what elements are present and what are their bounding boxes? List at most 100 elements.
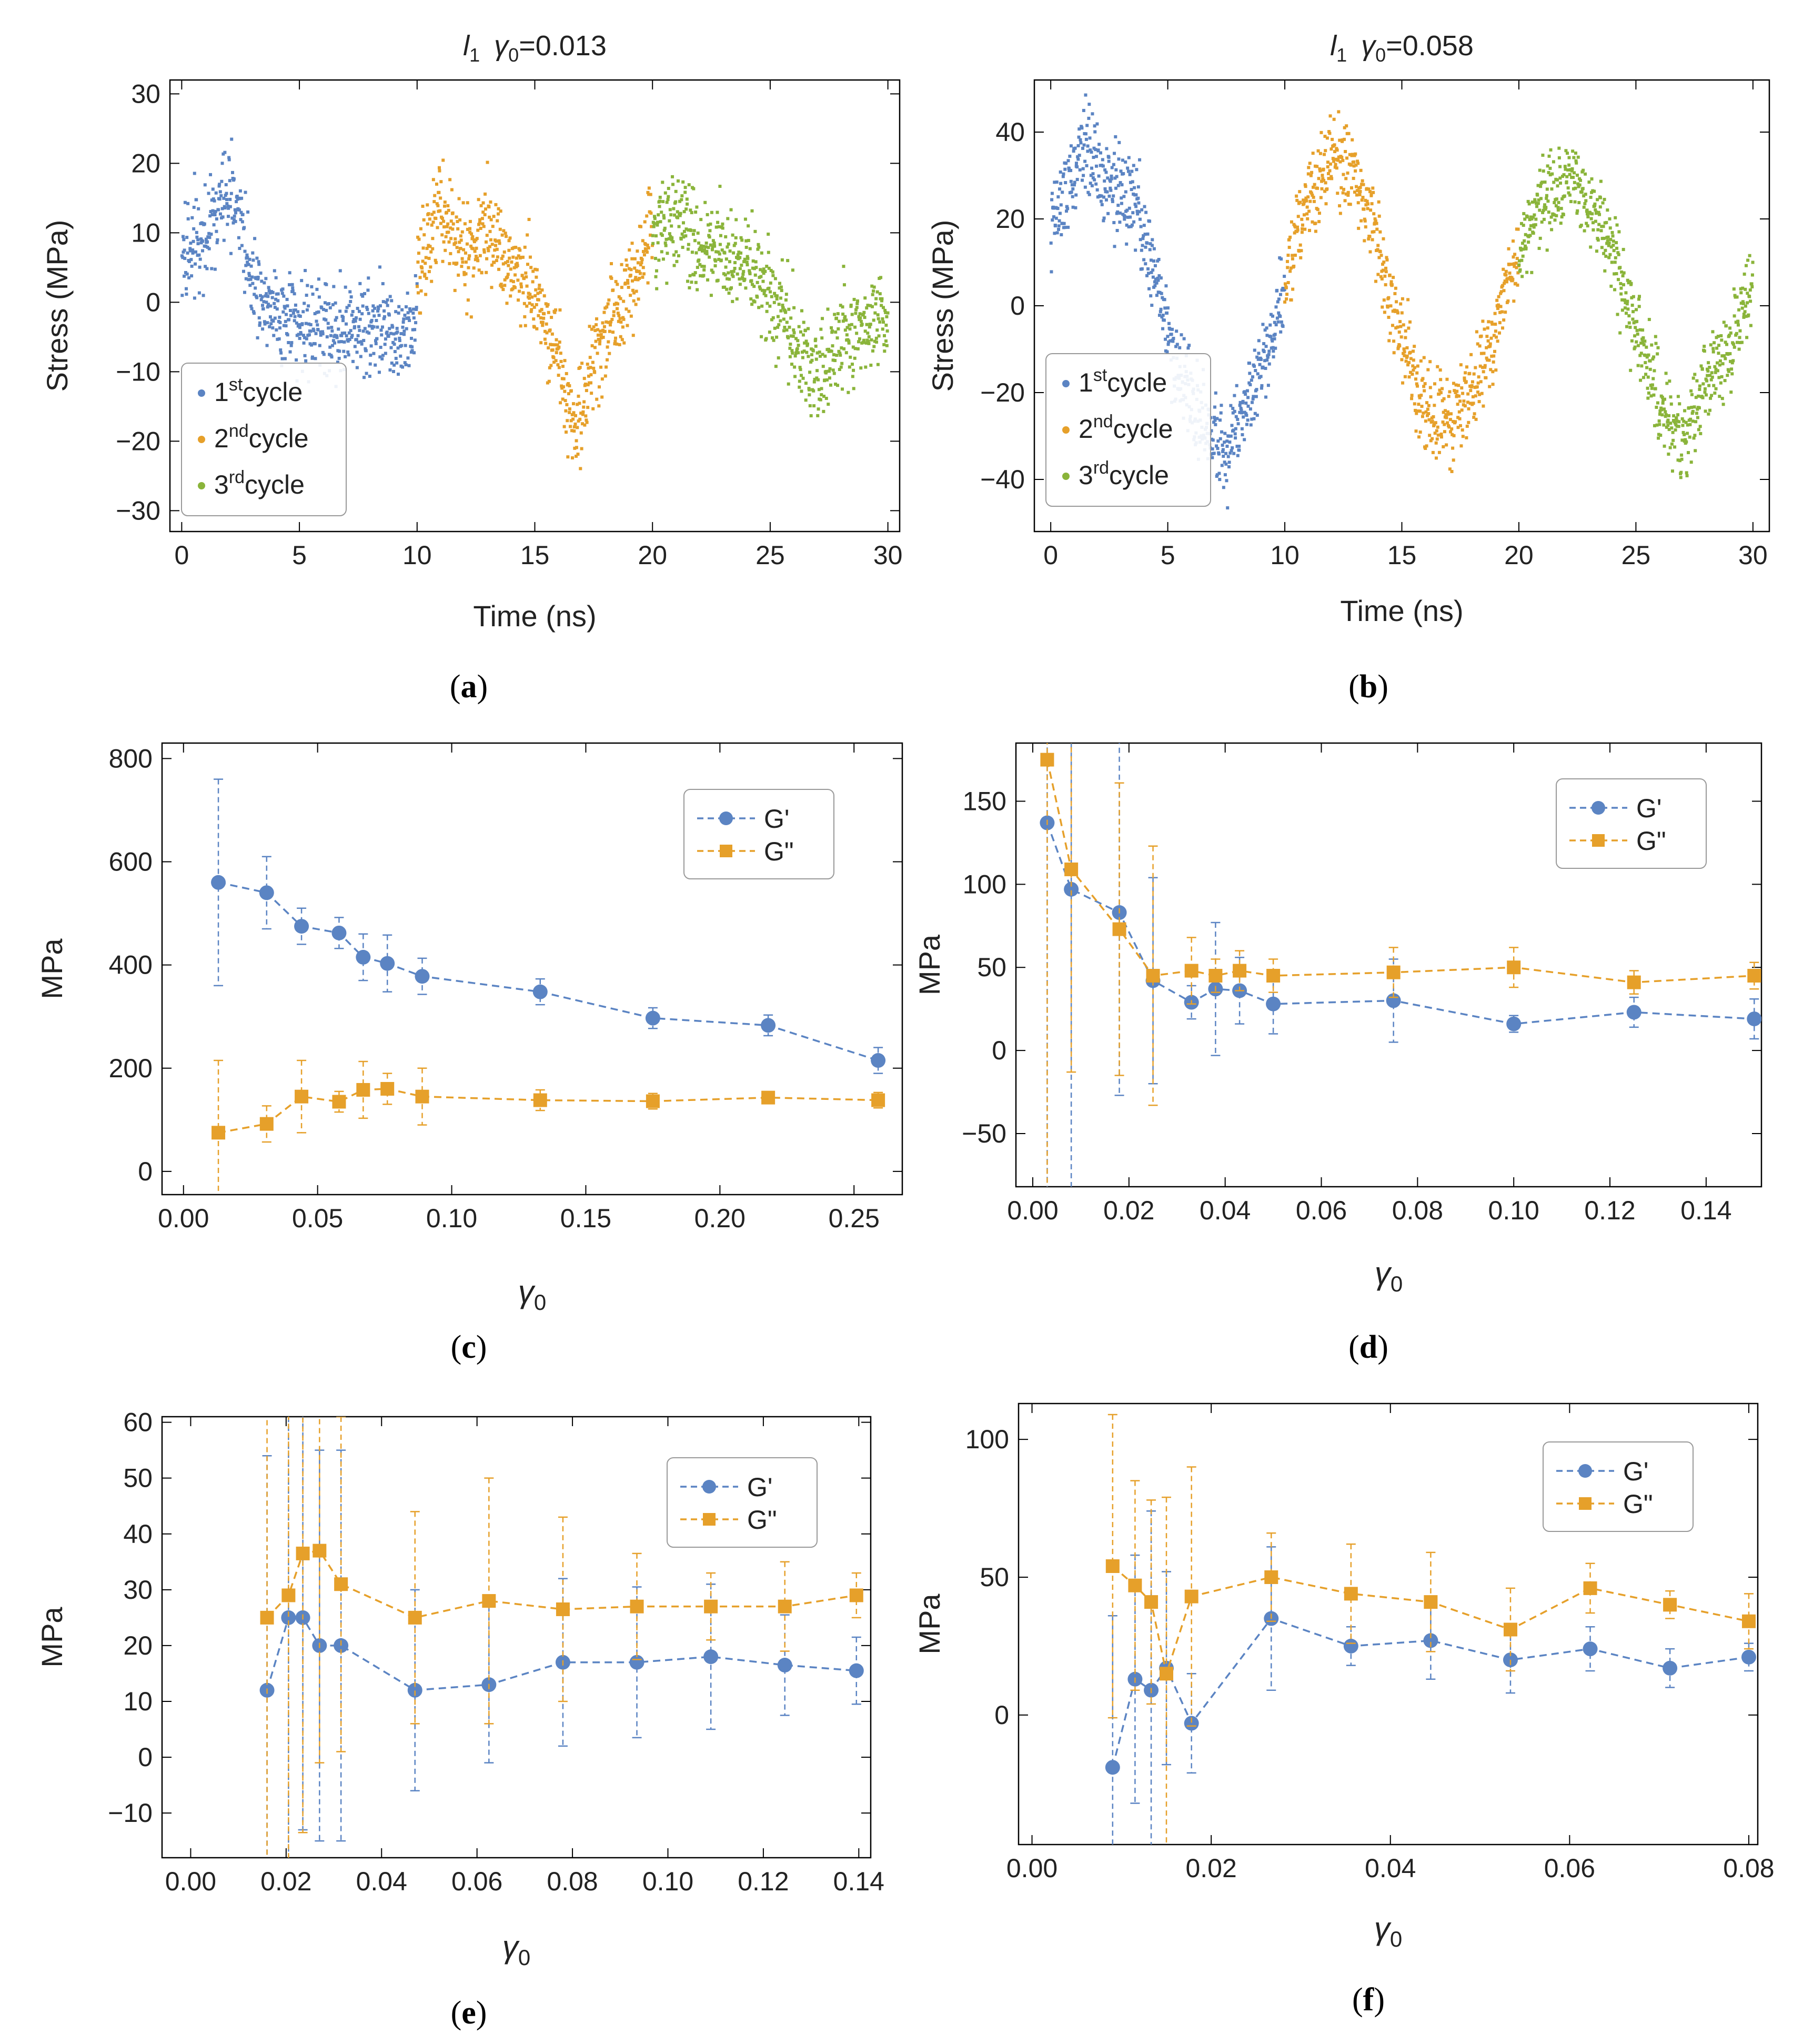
data-point xyxy=(471,235,475,238)
data-point xyxy=(1242,415,1245,419)
data-point xyxy=(782,329,786,333)
data-point xyxy=(1380,277,1384,280)
data-point xyxy=(778,282,781,285)
data-point xyxy=(189,258,193,262)
data-point xyxy=(798,385,801,389)
data-point xyxy=(866,304,870,307)
data-point xyxy=(1664,410,1667,414)
data-point xyxy=(688,274,692,277)
data-point xyxy=(583,423,587,427)
data-point xyxy=(636,249,639,253)
data-point xyxy=(680,232,684,236)
data-point xyxy=(281,287,285,291)
data-point xyxy=(1218,437,1222,440)
data-point xyxy=(1186,346,1190,350)
data-point xyxy=(323,301,327,305)
data-point xyxy=(554,359,558,363)
data-point xyxy=(1087,116,1091,120)
data-point xyxy=(1718,395,1721,398)
data-point xyxy=(347,353,350,357)
data-point xyxy=(472,266,476,270)
data-point xyxy=(355,338,358,342)
data-point xyxy=(1629,368,1633,372)
data-point xyxy=(1306,195,1310,199)
data-point xyxy=(1713,365,1717,368)
data-point xyxy=(1217,452,1221,456)
data-point xyxy=(587,366,590,370)
data-point xyxy=(849,1588,863,1602)
data-point xyxy=(1341,138,1344,142)
data-point xyxy=(1555,214,1558,217)
data-point xyxy=(432,200,436,204)
data-point xyxy=(339,340,343,344)
data-point xyxy=(854,308,858,312)
data-point xyxy=(610,276,613,280)
data-point xyxy=(1346,171,1349,175)
data-point xyxy=(246,260,249,264)
data-point xyxy=(1211,456,1214,459)
data-point xyxy=(1250,400,1254,404)
data-point xyxy=(209,173,213,176)
data-point xyxy=(1227,434,1231,438)
data-point xyxy=(861,313,865,316)
data-point xyxy=(464,272,468,276)
data-point xyxy=(261,304,265,307)
data-point xyxy=(1625,302,1629,306)
data-point xyxy=(1486,358,1489,362)
data-point xyxy=(1731,342,1735,346)
data-point xyxy=(289,314,293,317)
data-point xyxy=(1559,207,1563,211)
data-point xyxy=(185,287,188,290)
data-point xyxy=(1283,282,1287,286)
data-point xyxy=(1715,336,1718,339)
legend-label: G' xyxy=(764,804,789,834)
data-point xyxy=(596,333,600,337)
data-point xyxy=(532,325,536,329)
data-point xyxy=(358,282,362,285)
data-point xyxy=(1429,395,1433,399)
data-point xyxy=(1123,215,1126,218)
data-point xyxy=(1356,201,1360,205)
x-tick-label: 0.04 xyxy=(1365,1853,1416,1883)
data-point xyxy=(1445,377,1449,381)
data-point xyxy=(1250,417,1254,421)
data-point xyxy=(1053,224,1057,228)
data-point xyxy=(770,295,773,298)
data-point xyxy=(327,326,330,330)
data-point xyxy=(1109,188,1113,192)
data-point xyxy=(379,328,383,332)
data-point xyxy=(1157,274,1161,278)
data-point xyxy=(835,354,839,357)
data-point xyxy=(1263,359,1266,363)
data-point xyxy=(1344,1587,1358,1601)
data-point xyxy=(547,379,551,383)
data-point xyxy=(721,226,724,230)
data-point xyxy=(1111,199,1114,203)
data-point xyxy=(1664,413,1668,417)
data-point xyxy=(855,302,859,305)
data-point xyxy=(840,346,843,350)
data-point xyxy=(845,333,849,337)
data-point xyxy=(1693,373,1697,376)
data-point xyxy=(421,246,425,250)
data-point xyxy=(1427,418,1431,422)
data-point xyxy=(338,269,342,273)
data-point xyxy=(1332,159,1336,163)
data-point xyxy=(885,344,889,347)
data-point xyxy=(1550,187,1554,191)
data-point xyxy=(1523,217,1527,221)
data-point xyxy=(1647,391,1650,395)
data-point xyxy=(1187,344,1191,347)
data-point xyxy=(727,242,730,246)
series-g-prime xyxy=(259,1417,864,1858)
data-point xyxy=(703,248,707,252)
data-point xyxy=(285,313,288,316)
data-point xyxy=(799,374,803,377)
data-point xyxy=(1539,197,1543,201)
data-point xyxy=(384,352,387,355)
x-tick-label: 0.02 xyxy=(1103,1196,1154,1225)
data-point xyxy=(523,315,527,318)
data-point xyxy=(1653,424,1656,427)
data-point xyxy=(1211,438,1215,442)
data-point xyxy=(1505,280,1508,284)
